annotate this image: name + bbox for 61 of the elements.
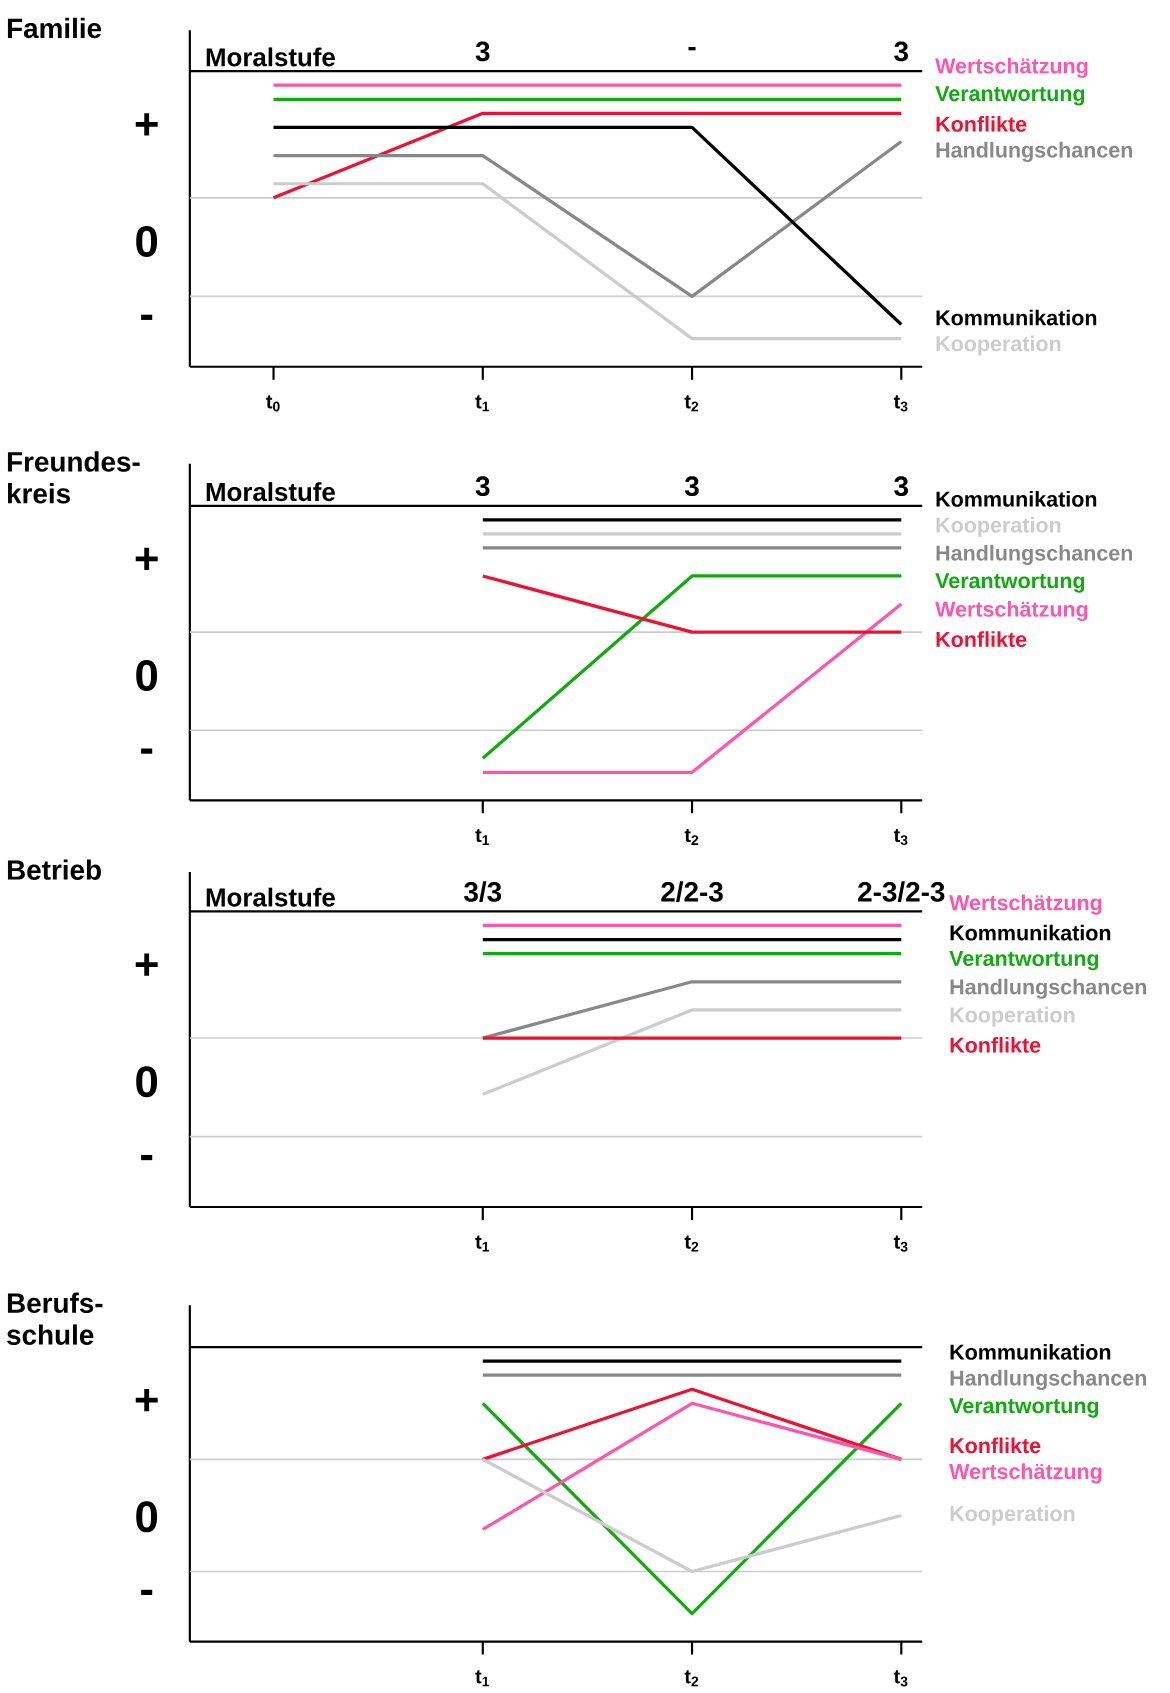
text: 3 bbox=[684, 476, 699, 497]
x-tick-label: t$_{2}$ bbox=[684, 1235, 699, 1252]
text: + bbox=[135, 113, 158, 136]
text: 3 bbox=[894, 41, 908, 62]
series-label: Kommunikation bbox=[936, 490, 1097, 507]
x-tick-label: t$_{1}$ bbox=[475, 395, 489, 412]
x-tick-label: t$_{3}$ bbox=[893, 395, 908, 412]
text: Handlungschancen bbox=[950, 1369, 1146, 1390]
text: Wertschätzung bbox=[949, 1463, 1102, 1484]
series-label: Konflikte bbox=[936, 631, 1027, 647]
text: 3 bbox=[894, 476, 908, 497]
x-tick-label: t$_{1}$ bbox=[475, 828, 489, 845]
x-tick-label: t$_{1}$ bbox=[475, 1235, 489, 1252]
text: + bbox=[135, 547, 158, 570]
text: 3 bbox=[475, 476, 490, 497]
x-tick-label: t$_{1}$ bbox=[475, 1670, 489, 1687]
x-tick-label: t$_{2}$ bbox=[684, 395, 699, 412]
text: - bbox=[688, 46, 696, 51]
series-label: Wertschätzung bbox=[935, 600, 1088, 622]
text: - bbox=[140, 1589, 153, 1596]
series-label: Handlungschancen bbox=[936, 141, 1132, 162]
chart-title: Freundes-kreis bbox=[7, 451, 140, 504]
text: + bbox=[135, 1389, 158, 1412]
text: Verantwortung bbox=[949, 951, 1099, 971]
text: - bbox=[140, 748, 153, 754]
text: Verantwortung bbox=[949, 1398, 1099, 1418]
text: Wertschätzung bbox=[949, 894, 1102, 915]
series-label: Kommunikation bbox=[936, 309, 1097, 326]
ref-line-label: Moralstufe bbox=[206, 47, 335, 67]
text: - bbox=[140, 1154, 153, 1161]
text: 0 bbox=[136, 1501, 157, 1533]
series-label: Konflikte bbox=[936, 115, 1027, 132]
text: Kommunikation bbox=[950, 924, 1111, 941]
x-tick-label: t$_{2}$ bbox=[684, 1670, 699, 1687]
x-tick-label: t$_{3}$ bbox=[893, 1670, 908, 1687]
text: Handlungschancen bbox=[950, 978, 1146, 999]
text: 0 bbox=[136, 225, 157, 257]
text: Kommunikation bbox=[950, 1343, 1111, 1360]
x-tick-label: t$_{2}$ bbox=[684, 828, 699, 845]
text: Konflikte bbox=[950, 1036, 1041, 1053]
x-tick-label: t$_{0}$ bbox=[265, 395, 280, 412]
ref-line-label: Moralstufe bbox=[206, 482, 335, 502]
ref-line-label: Moralstufe bbox=[206, 887, 335, 907]
chart-title: Familie bbox=[7, 17, 101, 39]
series-label: Verantwortung bbox=[935, 86, 1085, 106]
chart-title: Berufs-schule bbox=[6, 1292, 103, 1345]
text: 2-3/2-3 bbox=[857, 881, 945, 903]
text: 0 bbox=[136, 660, 157, 692]
x-tick-label: t$_{3}$ bbox=[893, 828, 908, 846]
text: 3 bbox=[475, 41, 490, 62]
text: 0 bbox=[136, 1066, 157, 1098]
series-label: Verantwortung bbox=[935, 573, 1085, 593]
chart-title: Betrieb bbox=[7, 859, 101, 880]
text: 2/2-3 bbox=[661, 881, 723, 903]
text: 3/3 bbox=[463, 881, 501, 903]
series-label: Wertschätzung bbox=[935, 57, 1088, 78]
series-label: Handlungschancen bbox=[936, 544, 1132, 566]
text: Konflikte bbox=[950, 1437, 1041, 1454]
x-tick-label: t$_{3}$ bbox=[893, 1235, 908, 1252]
text: + bbox=[135, 953, 158, 976]
text: - bbox=[140, 314, 153, 320]
